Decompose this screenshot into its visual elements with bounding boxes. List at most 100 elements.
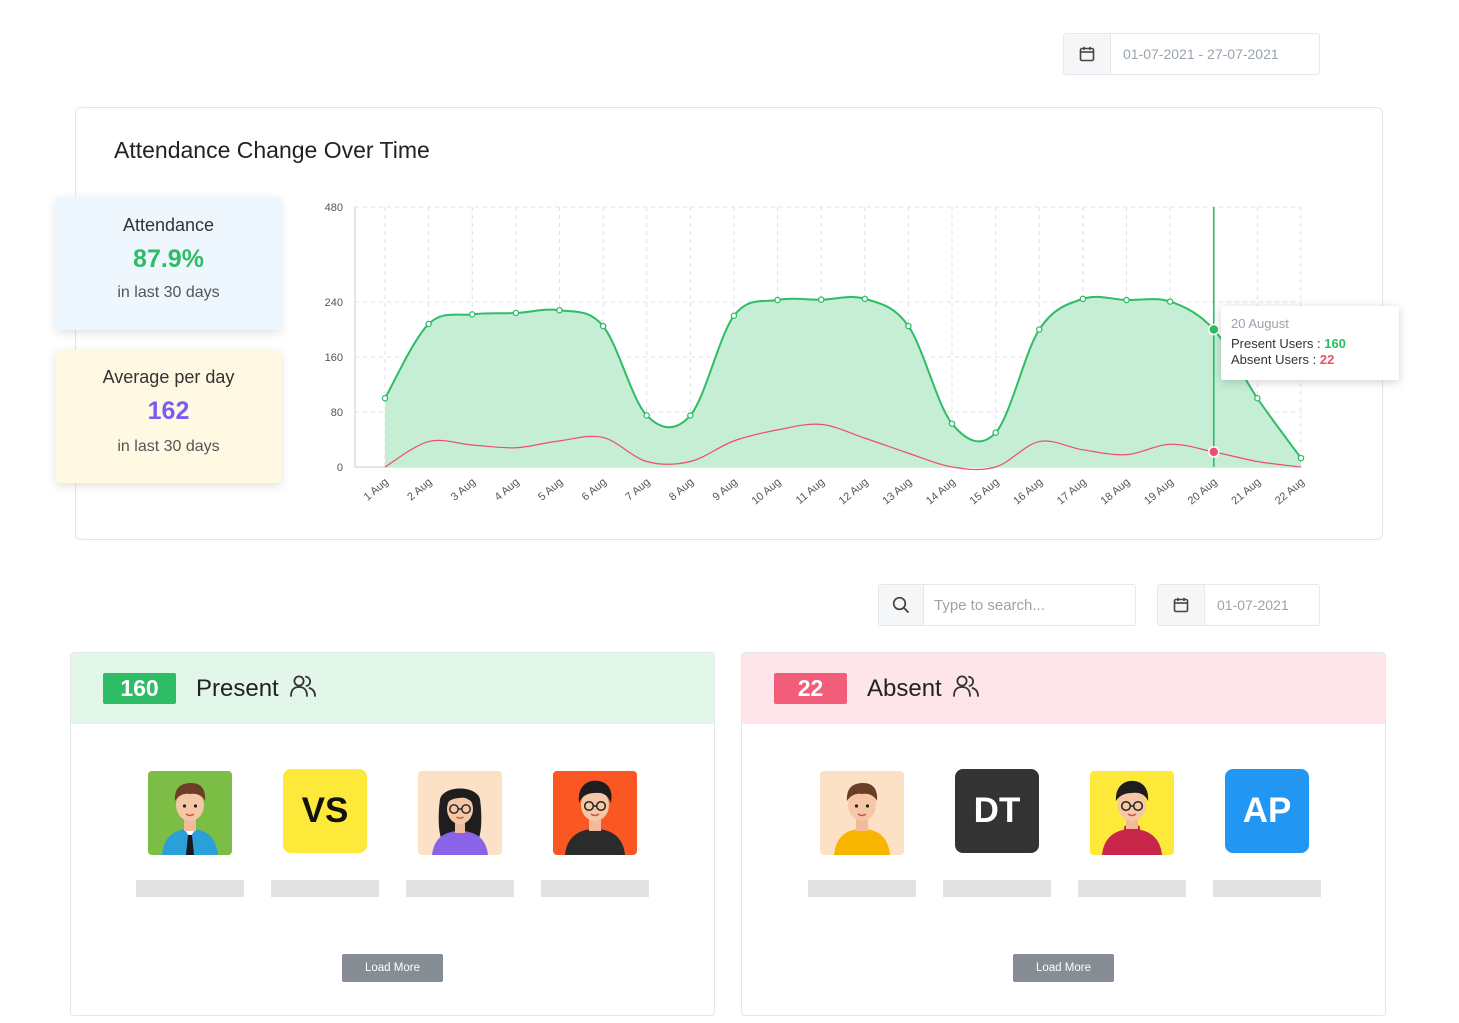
data-point <box>1166 298 1174 305</box>
x-tick-label: 13 Aug <box>880 476 914 507</box>
data-point <box>556 307 563 314</box>
data-point <box>425 320 432 328</box>
series-area-0 <box>385 296 1301 467</box>
tooltip-absent-row: Absent Users : 22 <box>1231 352 1389 368</box>
x-tick-label: 3 Aug <box>449 476 478 503</box>
y-tick-label: 240 <box>325 297 343 309</box>
data-point <box>948 420 956 427</box>
x-tick-label: 10 Aug <box>750 476 784 507</box>
chart-tooltip: 20 August Present Users : 160 Absent Use… <box>1221 306 1399 380</box>
present-load-more-button[interactable]: Load More <box>342 954 443 982</box>
avatar-initials: DT <box>955 769 1039 853</box>
member-search[interactable] <box>878 584 1136 626</box>
member-avatar[interactable]: VS <box>283 769 367 853</box>
y-tick-label: 480 <box>325 202 343 214</box>
name-placeholder <box>136 880 244 897</box>
date-range-picker[interactable]: 01-07-2021 - 27-07-2021 <box>1063 33 1320 75</box>
x-tick-label: 15 Aug <box>968 476 1002 507</box>
data-point <box>774 296 781 304</box>
tooltip-present-label: Present Users : <box>1231 336 1321 351</box>
present-count-badge: 160 <box>103 673 176 704</box>
calendar-icon <box>1064 34 1111 74</box>
data-point <box>599 322 607 330</box>
x-tick-label: 12 Aug <box>837 476 871 507</box>
name-placeholder <box>541 880 649 897</box>
data-point <box>687 412 694 419</box>
x-tick-label: 16 Aug <box>1011 476 1045 507</box>
average-per-day-stat-card: Average per day 162 in last 30 days <box>56 350 281 483</box>
y-tick-label: 80 <box>331 407 343 419</box>
x-tick-label: 6 Aug <box>580 476 609 503</box>
member-avatar[interactable]: DT <box>955 769 1039 853</box>
data-point <box>992 429 999 436</box>
member-avatar[interactable] <box>148 771 232 855</box>
users-icon <box>952 674 980 703</box>
x-tick-label: 14 Aug <box>924 476 958 507</box>
present-panel-header: 160 Present <box>71 653 714 724</box>
stat-value: 87.9% <box>133 245 204 273</box>
avatar-man-glasses-red <box>1090 771 1174 855</box>
data-point <box>468 311 476 318</box>
absent-panel-header: 22 Absent <box>742 653 1385 724</box>
x-tick-label: 9 Aug <box>711 476 740 503</box>
data-point <box>512 309 520 317</box>
stat-value: 162 <box>147 397 190 425</box>
data-point <box>1036 326 1043 333</box>
stat-sub: in last 30 days <box>117 284 220 301</box>
date-range-value: 01-07-2021 - 27-07-2021 <box>1123 46 1279 62</box>
x-tick-label: 5 Aug <box>536 476 565 503</box>
tooltip-absent-label: Absent Users : <box>1231 352 1317 367</box>
x-tick-label: 17 Aug <box>1055 476 1089 507</box>
search-input[interactable] <box>924 585 1135 625</box>
x-tick-label: 1 Aug <box>362 476 391 503</box>
x-tick-label: 7 Aug <box>623 476 652 503</box>
data-point <box>861 295 869 303</box>
avatar-initials: VS <box>283 769 367 853</box>
member-avatar[interactable] <box>820 771 904 855</box>
stat-label: Average per day <box>102 367 235 387</box>
member-avatar[interactable]: AP <box>1225 769 1309 853</box>
x-tick-label: 2 Aug <box>405 476 434 503</box>
x-tick-label: 22 Aug <box>1273 476 1307 507</box>
series-line-0 <box>384 295 1302 459</box>
x-tick-label: 18 Aug <box>1098 476 1132 507</box>
absent-load-more-button[interactable]: Load More <box>1013 954 1114 982</box>
x-tick-label: 8 Aug <box>667 476 696 503</box>
stat-label: Attendance <box>122 215 215 235</box>
tooltip-absent-value: 22 <box>1319 352 1335 367</box>
absent-title: Absent <box>867 674 942 702</box>
name-placeholder <box>1213 880 1321 897</box>
avatar-man-blue-shirt <box>148 771 232 855</box>
chart-title: Attendance Change Over Time <box>114 137 430 163</box>
name-placeholder <box>808 880 916 897</box>
present-title: Present <box>196 674 279 702</box>
y-tick-label: 0 <box>337 462 343 474</box>
member-avatar[interactable] <box>1090 771 1174 855</box>
data-point <box>643 412 650 419</box>
x-tick-label: 19 Aug <box>1142 476 1176 507</box>
member-avatar[interactable] <box>418 771 502 855</box>
calendar-icon <box>1158 585 1205 625</box>
name-placeholder <box>406 880 514 897</box>
x-tick-label: 20 Aug <box>1186 476 1220 507</box>
x-tick-label: 4 Aug <box>493 476 522 503</box>
attendance-area-chart: 0 80 160 240 480 1 Aug 2 Aug 3 Aug 4 Aug 5 Aug 6 … <box>325 202 1307 507</box>
avatar-initials: AP <box>1225 769 1309 853</box>
data-point <box>381 394 389 402</box>
data-point <box>905 322 912 330</box>
avatar-man-yellow-shirt <box>820 771 904 855</box>
series-line-1 <box>384 423 1302 471</box>
date-filter[interactable]: 01-07-2021 <box>1157 584 1320 626</box>
present-panel: 160 Present <box>70 652 715 1016</box>
avatar-man-glasses-orange <box>553 771 637 855</box>
data-point <box>1297 454 1305 462</box>
data-point <box>1254 394 1261 402</box>
tooltip-date: 20 August <box>1231 316 1289 331</box>
stat-sub: in last 30 days <box>117 438 220 455</box>
data-point <box>817 296 825 303</box>
member-avatar[interactable] <box>553 771 637 855</box>
y-tick-label: 160 <box>325 352 343 364</box>
x-tick-label: 11 Aug <box>794 476 827 507</box>
name-placeholder <box>271 880 379 897</box>
date-filter-value: 01-07-2021 <box>1217 597 1289 613</box>
